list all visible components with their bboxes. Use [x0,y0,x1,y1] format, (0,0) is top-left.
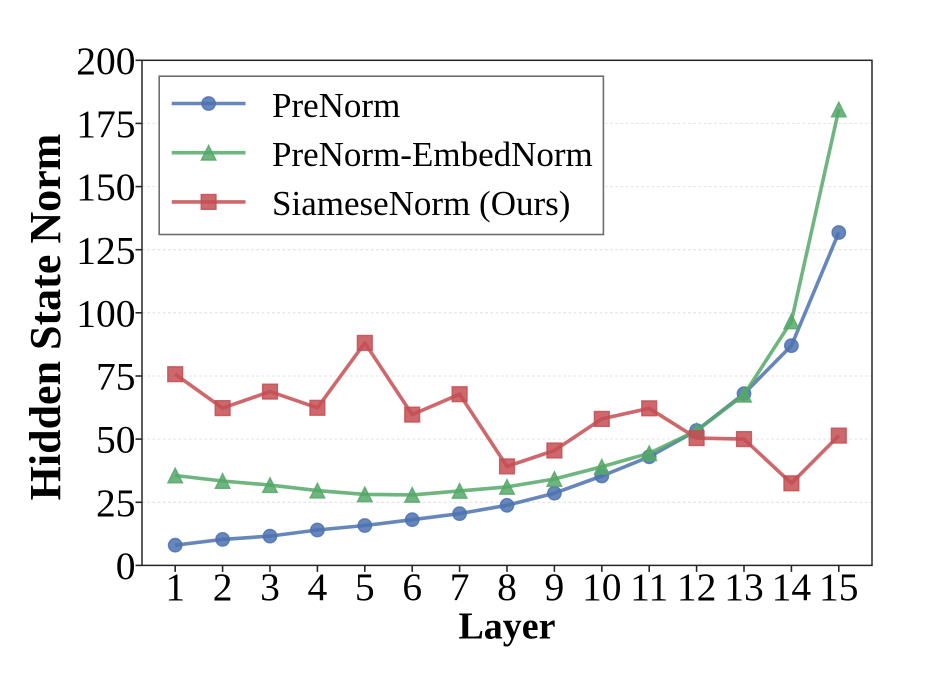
svg-text:10: 10 [582,565,622,609]
svg-text:100: 100 [76,291,135,335]
svg-text:0: 0 [116,544,136,588]
svg-text:1: 1 [165,565,185,609]
svg-text:50: 50 [96,418,136,462]
svg-text:3: 3 [260,565,280,609]
svg-text:PreNorm-EmbedNorm: PreNorm-EmbedNorm [272,135,593,174]
svg-text:12: 12 [677,565,717,609]
svg-text:25: 25 [96,481,136,525]
svg-text:200: 200 [76,39,135,83]
svg-text:15: 15 [819,565,859,609]
svg-text:11: 11 [630,565,668,609]
svg-text:175: 175 [76,102,135,146]
svg-text:150: 150 [76,165,135,209]
svg-text:6: 6 [402,565,422,609]
svg-text:SiameseNorm (Ours): SiameseNorm (Ours) [272,184,570,223]
svg-text:14: 14 [772,565,812,609]
svg-text:5: 5 [355,565,375,609]
svg-text:4: 4 [308,565,328,609]
svg-text:8: 8 [497,565,517,609]
svg-text:Hidden State Norm: Hidden State Norm [21,134,70,501]
svg-text:2: 2 [213,565,233,609]
svg-text:PreNorm: PreNorm [272,86,400,125]
svg-text:9: 9 [545,565,565,609]
svg-text:Layer: Layer [458,605,555,647]
svg-text:125: 125 [76,228,135,272]
svg-text:13: 13 [724,565,764,609]
svg-text:75: 75 [96,355,136,399]
svg-text:7: 7 [450,565,470,609]
